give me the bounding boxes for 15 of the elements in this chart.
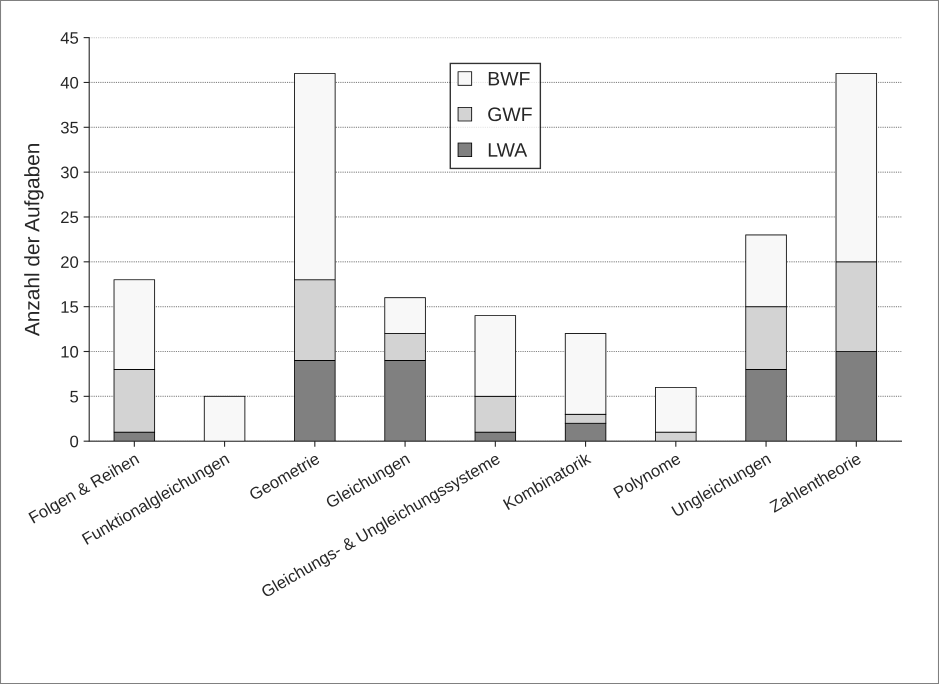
- legend-label: LWA: [488, 143, 528, 157]
- bar: [204, 396, 246, 442]
- y-tick-label: 15: [62, 301, 78, 313]
- legend-label: GWF: [488, 107, 532, 122]
- y-tick-label: 30: [60, 166, 78, 178]
- y-tick-label: 5: [70, 390, 78, 403]
- y-tick-label: 35: [60, 122, 78, 134]
- legend-label: BWF: [488, 72, 530, 86]
- y-tick-label: 40: [60, 76, 78, 89]
- y-tick-label: 25: [61, 211, 78, 224]
- y-axis-title: Anzahl der Aufgaben: [24, 144, 44, 336]
- y-tick-label: 0: [70, 436, 78, 448]
- y-tick-label: 20: [61, 256, 78, 268]
- y-tick-label: 10: [62, 346, 78, 358]
- y-tick-label: 45: [60, 32, 78, 44]
